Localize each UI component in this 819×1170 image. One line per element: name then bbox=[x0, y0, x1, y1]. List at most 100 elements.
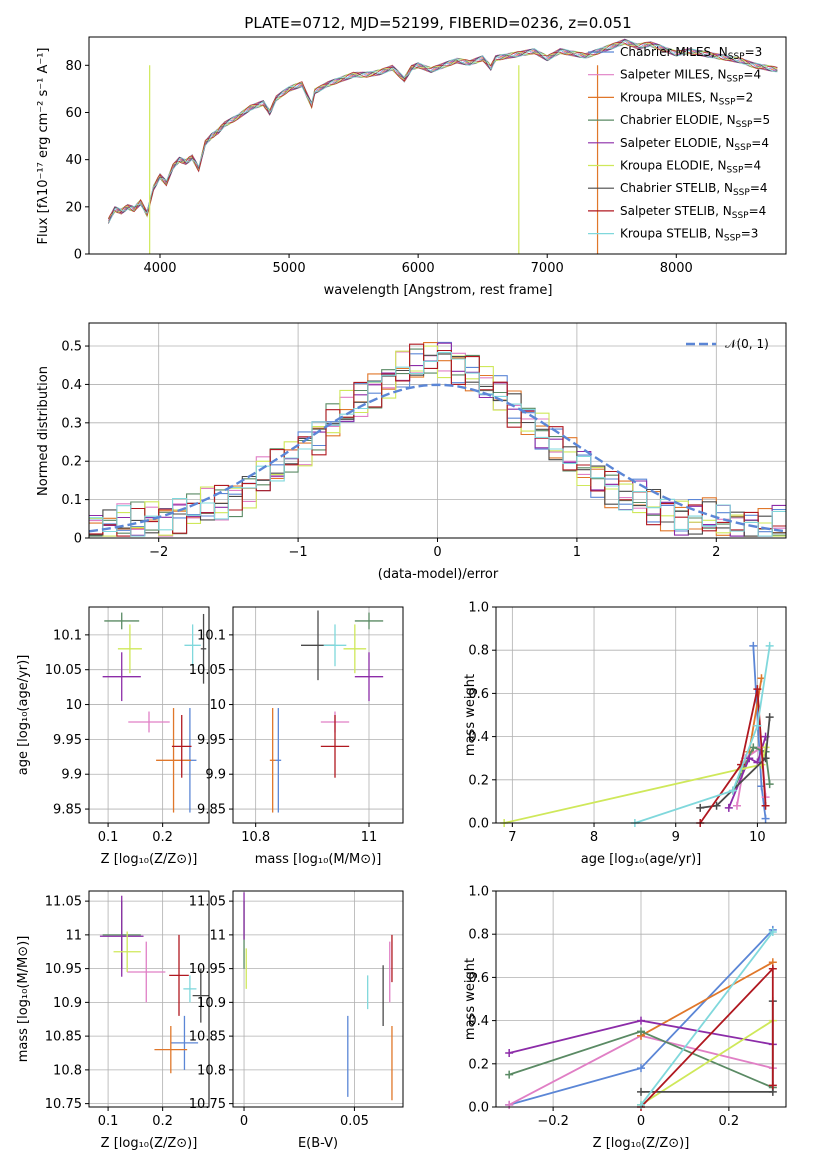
weight-marker bbox=[765, 641, 774, 650]
weight-marker bbox=[768, 928, 777, 937]
weight-marker bbox=[749, 641, 758, 650]
x-axis-label: Z [log₁₀(Z/Z⊙)] bbox=[101, 1136, 198, 1151]
weight-marker bbox=[768, 1081, 777, 1090]
panel-3 bbox=[229, 607, 403, 827]
legend-label: Kroupa ELODIE, NSSP=4 bbox=[620, 159, 761, 176]
x-axis-label: E(B-V) bbox=[298, 1136, 338, 1151]
legend-label: Chabrier MILES, NSSP=3 bbox=[620, 45, 762, 62]
legend-label: Chabrier STELIB, NSSP=4 bbox=[620, 181, 768, 198]
x-tick-label: −2 bbox=[149, 545, 168, 560]
chart-title: PLATE=0712, MJD=52199, FIBERID=0236, z=0… bbox=[244, 14, 631, 32]
y-tick-label: 10.05 bbox=[45, 663, 82, 678]
weight-marker bbox=[712, 801, 721, 810]
y-tick-label: 1.0 bbox=[468, 885, 489, 900]
x-axis-label: wavelength [Angstrom, rest frame] bbox=[324, 283, 553, 298]
panel-7 bbox=[492, 890, 786, 1111]
x-tick-label: −0.2 bbox=[537, 1114, 569, 1129]
panel-4 bbox=[492, 606, 786, 827]
weight-marker bbox=[761, 801, 770, 810]
y-tick-label: 11.05 bbox=[45, 895, 82, 910]
y-tick-label: 9.9 bbox=[61, 768, 82, 783]
x-tick-label: 6000 bbox=[402, 261, 435, 276]
y-axis-label: mass [log₁₀(M/M⊙)] bbox=[16, 936, 31, 1063]
y-tick-label: 0.8 bbox=[468, 928, 489, 943]
y-tick-label: 11 bbox=[209, 928, 226, 943]
axes-frame bbox=[232, 890, 404, 1108]
x-tick-label: 0 bbox=[433, 545, 441, 560]
y-axis-label: mass weight bbox=[463, 674, 478, 756]
y-tick-label: 10.1 bbox=[197, 628, 226, 643]
y-tick-label: 60 bbox=[65, 106, 82, 121]
weight-marker bbox=[765, 780, 774, 789]
weight-marker bbox=[505, 1070, 514, 1079]
y-axis-label: Flux [fλ10⁻¹⁷ erg cm⁻² s⁻¹ A⁻¹] bbox=[36, 48, 51, 245]
y-tick-label: 10.95 bbox=[189, 962, 226, 977]
y-tick-label: 40 bbox=[65, 153, 82, 168]
legend-label: Kroupa STELIB, NSSP=3 bbox=[620, 227, 758, 244]
x-tick-label: 0 bbox=[240, 1114, 248, 1129]
y-tick-label: 20 bbox=[65, 200, 82, 215]
x-tick-label: −1 bbox=[289, 545, 308, 560]
y-tick-label: 10 bbox=[65, 698, 82, 713]
y-tick-label: 0 bbox=[74, 248, 82, 263]
y-tick-label: 0.2 bbox=[468, 773, 489, 788]
x-tick-label: 0.1 bbox=[98, 1114, 119, 1129]
panel-6 bbox=[229, 891, 403, 1111]
axes-frame bbox=[88, 890, 210, 1108]
axes-frame bbox=[88, 36, 787, 255]
x-tick-label: 8 bbox=[590, 830, 598, 845]
x-tick-label: 1 bbox=[573, 545, 581, 560]
weight-line-6 bbox=[700, 717, 771, 809]
weight-marker bbox=[761, 814, 770, 823]
weight-line-5 bbox=[640, 1019, 774, 1106]
y-tick-label: 0.4 bbox=[61, 378, 82, 393]
x-tick-label: 10.8 bbox=[241, 830, 270, 845]
weight-marker bbox=[753, 685, 762, 694]
x-axis-label: (data-model)/error bbox=[378, 567, 499, 582]
x-tick-label: 0.2 bbox=[719, 1114, 740, 1129]
spectrum-line-5 bbox=[108, 42, 778, 219]
y-tick-label: 10.8 bbox=[197, 1063, 226, 1078]
y-tick-label: 10.75 bbox=[189, 1097, 226, 1112]
weight-marker bbox=[745, 754, 754, 763]
y-tick-label: 0.8 bbox=[468, 644, 489, 659]
spectrum-line-8 bbox=[108, 40, 778, 223]
y-tick-label: 10.9 bbox=[53, 996, 82, 1011]
weight-marker bbox=[637, 1087, 645, 1096]
panel-0 bbox=[85, 38, 778, 258]
weight-line-5 bbox=[503, 747, 767, 824]
weight-marker bbox=[724, 803, 733, 812]
weight-line-7 bbox=[640, 966, 774, 1108]
x-tick-label: 0.05 bbox=[340, 1114, 369, 1129]
legend-label: Salpeter STELIB, NSSP=4 bbox=[620, 204, 766, 221]
y-tick-label: 0.2 bbox=[468, 1057, 489, 1072]
x-axis-label: Z [log₁₀(Z/Z⊙)] bbox=[593, 1136, 690, 1151]
x-tick-label: 7000 bbox=[531, 261, 564, 276]
y-tick-label: 9.95 bbox=[197, 733, 226, 748]
weight-line-2 bbox=[748, 678, 763, 752]
axes-frame bbox=[495, 606, 787, 824]
weight-marker bbox=[728, 786, 737, 795]
axes-frame bbox=[232, 606, 404, 824]
x-tick-label: 0.1 bbox=[98, 830, 119, 845]
y-tick-label: 1.0 bbox=[468, 601, 489, 616]
y-tick-label: 10.9 bbox=[197, 996, 226, 1011]
panel-1 bbox=[85, 323, 787, 542]
y-tick-label: 0.0 bbox=[468, 1101, 489, 1116]
x-tick-label: 11 bbox=[361, 830, 378, 845]
weight-marker bbox=[505, 1100, 514, 1109]
legend-label: Salpeter MILES, NSSP=4 bbox=[620, 68, 761, 85]
weight-marker bbox=[637, 1027, 645, 1036]
y-tick-label: 10.85 bbox=[189, 1030, 226, 1045]
x-tick-label: 0.2 bbox=[152, 830, 173, 845]
spectrum-line-3 bbox=[108, 42, 778, 220]
x-tick-label: 10 bbox=[749, 830, 766, 845]
weight-marker bbox=[749, 743, 758, 752]
y-tick-label: 11 bbox=[65, 928, 82, 943]
panel-2 bbox=[85, 607, 209, 827]
axes-frame bbox=[495, 890, 787, 1108]
y-tick-label: 9.9 bbox=[205, 768, 226, 783]
x-tick-label: 0 bbox=[637, 1114, 645, 1129]
x-axis-label: age [log₁₀(age/yr)] bbox=[581, 852, 702, 867]
